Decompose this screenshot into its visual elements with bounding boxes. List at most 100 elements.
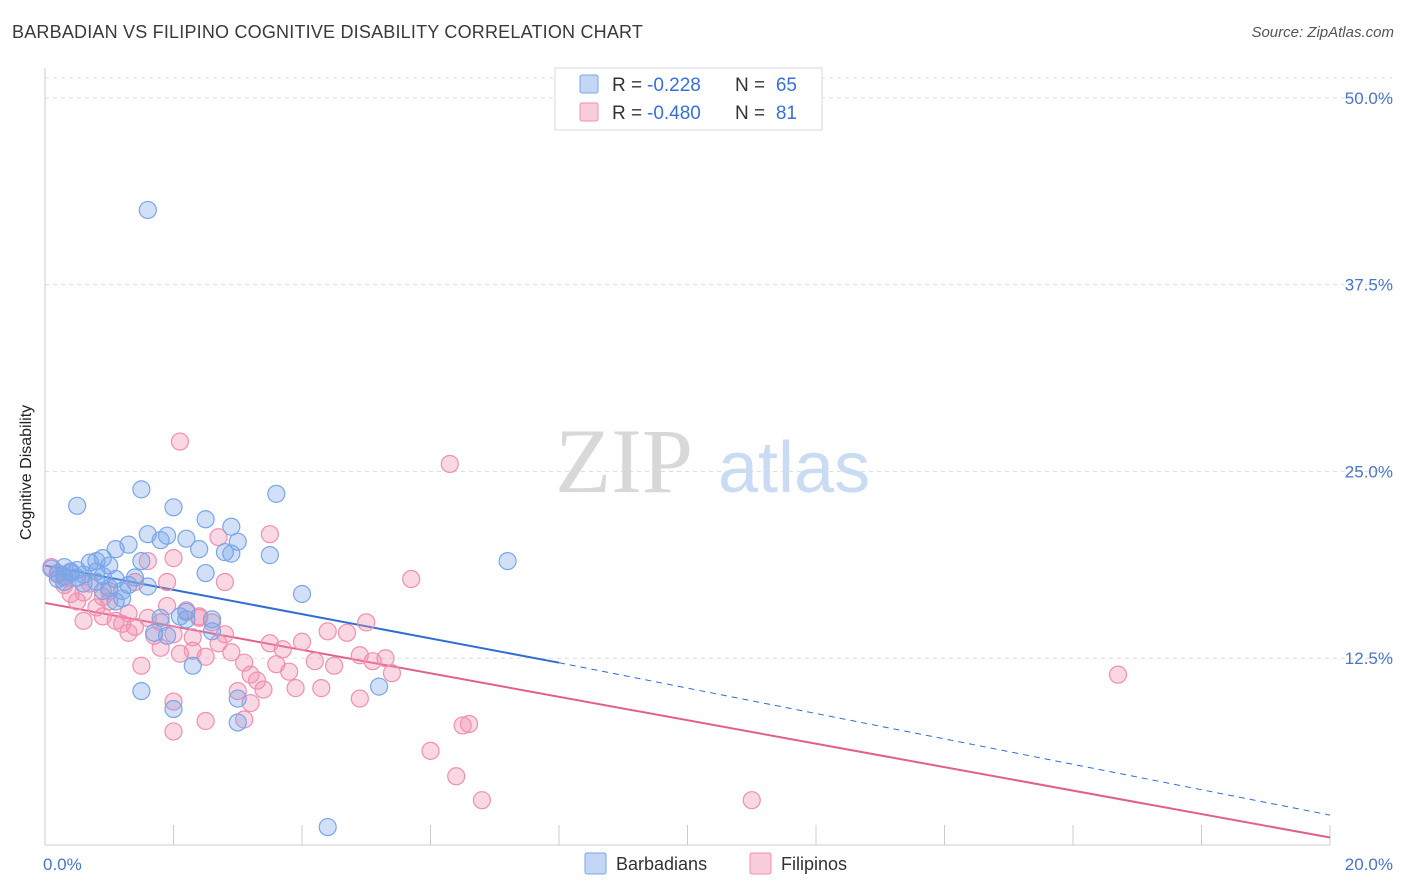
point-barbadians: [318, 817, 337, 837]
tick-labels: 12.5% 25.0% 37.5% 50.0% 0.0% 20.0%: [43, 89, 1393, 874]
point-filipinos: [318, 622, 337, 641]
y-tick-label: 50.0%: [1345, 89, 1393, 108]
point-barbadians: [93, 581, 112, 601]
point-filipinos: [382, 664, 402, 683]
point-filipinos: [350, 646, 369, 665]
legend-r-value: -0.480: [647, 103, 701, 124]
point-barbadians: [196, 563, 215, 583]
point-filipinos: [222, 643, 241, 662]
point-barbadians: [228, 689, 247, 708]
point-filipinos: [312, 679, 331, 698]
data-points: [42, 200, 1128, 837]
point-filipinos: [119, 623, 138, 642]
point-filipinos: [337, 623, 357, 642]
point-barbadians: [260, 546, 279, 565]
legend-n-label: N =: [735, 103, 765, 124]
point-barbadians: [119, 575, 138, 595]
point-barbadians: [164, 498, 183, 517]
legend-n-value: 81: [776, 103, 797, 124]
legend-r-label: R =: [612, 103, 642, 124]
point-barbadians: [125, 568, 145, 587]
point-filipinos: [742, 791, 761, 810]
watermark: ZIP atlas: [555, 410, 870, 512]
point-barbadians: [190, 540, 209, 559]
point-filipinos: [421, 741, 440, 760]
point-filipinos: [138, 551, 157, 571]
point-barbadians: [151, 608, 170, 627]
watermark-zip: ZIP: [555, 410, 693, 512]
x-tick-label: 20.0%: [1345, 855, 1393, 874]
point-barbadians: [177, 529, 196, 548]
bottom-legend-label-barbadians: Barbadians: [616, 854, 707, 874]
point-barbadians: [267, 484, 286, 503]
point-filipinos: [402, 569, 421, 589]
point-barbadians: [292, 584, 312, 604]
point-barbadians: [132, 681, 151, 701]
point-filipinos: [215, 572, 234, 592]
point-barbadians: [177, 610, 196, 629]
legend-n-value: 65: [776, 75, 797, 96]
point-filipinos: [74, 611, 93, 630]
point-filipinos: [164, 692, 183, 711]
point-barbadians: [68, 496, 87, 515]
point-barbadians: [228, 713, 247, 732]
point-filipinos: [183, 641, 202, 660]
legend-n-label: N =: [735, 75, 765, 96]
point-filipinos: [260, 525, 279, 544]
trend-line-filipinos: [44, 601, 1331, 839]
point-filipinos: [459, 714, 479, 734]
watermark-atlas: atlas: [718, 428, 870, 508]
point-filipinos: [286, 679, 305, 698]
point-filipinos: [350, 689, 369, 708]
point-barbadians: [138, 200, 157, 220]
point-filipinos: [273, 640, 292, 659]
legend: R = -0.228 N = 65 R = -0.480 N = 81: [554, 67, 823, 131]
point-barbadians: [164, 699, 183, 719]
point-filipinos: [196, 711, 215, 731]
point-barbadians: [106, 592, 125, 611]
point-filipinos: [170, 432, 190, 451]
point-filipinos: [247, 671, 267, 690]
axes: [44, 68, 1331, 846]
point-filipinos: [183, 628, 202, 647]
point-filipinos: [305, 652, 324, 671]
point-filipinos: [164, 722, 183, 741]
point-barbadians: [106, 540, 125, 559]
legend-box: [554, 67, 823, 131]
trend-lines: [44, 564, 1331, 839]
bottom-legend-swatch-filipinos: [749, 852, 772, 875]
x-tick-label: 0.0%: [43, 855, 82, 874]
point-filipinos: [157, 572, 177, 592]
point-filipinos: [1108, 665, 1128, 684]
point-filipinos: [453, 716, 472, 735]
y-tick-label: 37.5%: [1345, 276, 1393, 295]
legend-r-label: R =: [612, 75, 642, 96]
trend-line-extension-barbadians: [558, 662, 1331, 816]
bottom-legend: Barbadians Filipinos: [584, 852, 847, 875]
point-filipinos: [68, 592, 87, 611]
point-filipinos: [164, 625, 183, 644]
point-barbadians: [498, 551, 517, 571]
chart-source: Source: ZipAtlas.com: [1251, 24, 1394, 41]
grid-lines: [45, 77, 1392, 659]
chart-title: BARBADIAN VS FILIPINO COGNITIVE DISABILI…: [12, 22, 644, 42]
point-filipinos: [472, 791, 491, 810]
point-barbadians: [196, 510, 215, 529]
point-barbadians: [87, 551, 106, 571]
point-barbadians: [55, 572, 74, 592]
bottom-legend-swatch-barbadians: [584, 852, 607, 875]
point-filipinos: [254, 680, 273, 699]
point-filipinos: [280, 662, 299, 681]
trend-line-barbadians: [44, 564, 560, 664]
legend-swatch-filipinos: [579, 102, 599, 122]
point-filipinos: [325, 656, 344, 675]
bottom-legend-label-filipinos: Filipinos: [781, 854, 847, 874]
point-barbadians: [138, 577, 157, 596]
y-tick-label: 25.0%: [1345, 462, 1393, 481]
y-tick-label: 12.5%: [1345, 649, 1393, 668]
point-barbadians: [157, 626, 177, 645]
point-barbadians: [132, 480, 151, 499]
point-filipinos: [357, 613, 376, 632]
point-barbadians: [177, 602, 196, 622]
